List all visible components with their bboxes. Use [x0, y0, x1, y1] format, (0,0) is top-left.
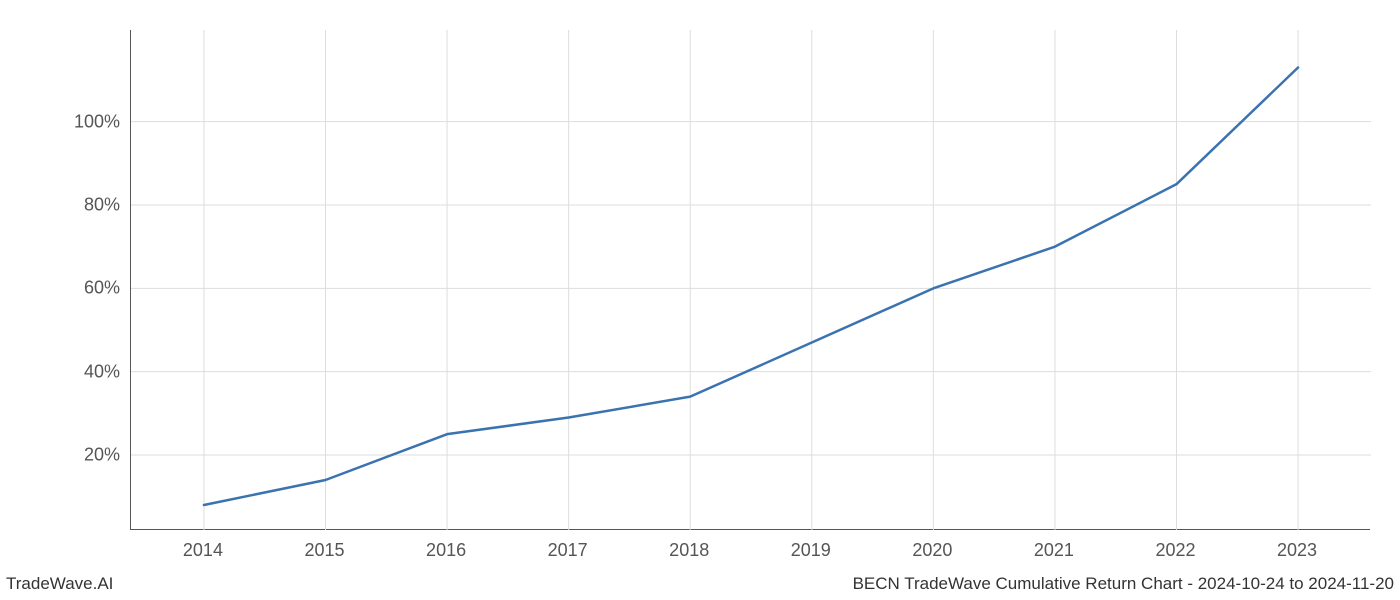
footer-brand: TradeWave.AI	[6, 574, 113, 594]
x-axis-tick-label: 2014	[183, 540, 223, 561]
y-axis-tick-label: 40%	[40, 361, 120, 382]
y-axis-tick-label: 100%	[40, 111, 120, 132]
plot-area	[130, 30, 1370, 530]
line-chart-svg	[131, 30, 1370, 529]
x-axis-tick-label: 2017	[548, 540, 588, 561]
x-axis-tick-label: 2023	[1277, 540, 1317, 561]
x-axis-tick-label: 2022	[1155, 540, 1195, 561]
return-series-line	[204, 68, 1298, 506]
x-axis-tick-label: 2015	[304, 540, 344, 561]
chart-container: 20% 40% 60% 80% 100% 2014 2015 2016 2017 2018 201…	[0, 20, 1400, 560]
footer-caption: BECN TradeWave Cumulative Return Chart -…	[853, 574, 1394, 594]
x-axis-tick-label: 2018	[669, 540, 709, 561]
x-axis-tick-label: 2019	[791, 540, 831, 561]
chart-footer: TradeWave.AI BECN TradeWave Cumulative R…	[0, 568, 1400, 594]
x-axis-tick-label: 2020	[912, 540, 952, 561]
y-axis-tick-label: 60%	[40, 278, 120, 299]
x-axis-tick-label: 2016	[426, 540, 466, 561]
x-axis-tick-label: 2021	[1034, 540, 1074, 561]
y-axis-tick-label: 80%	[40, 195, 120, 216]
y-axis-tick-label: 20%	[40, 445, 120, 466]
